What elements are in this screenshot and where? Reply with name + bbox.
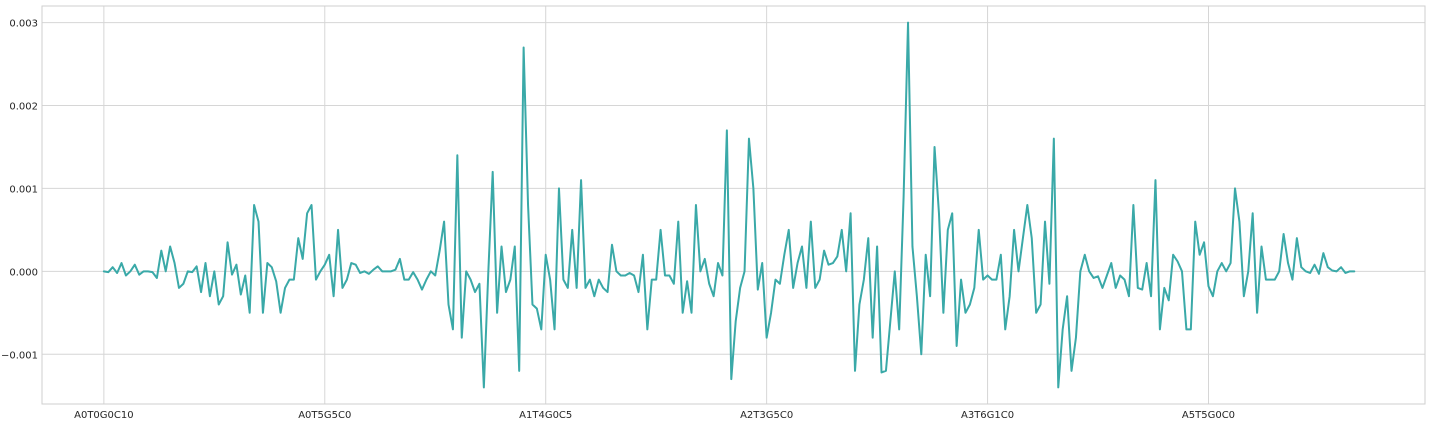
x-tick-label: A1T4G0C5 [519, 410, 572, 421]
grid [42, 6, 1425, 404]
x-axis-ticks: A0T0G0C10 A0T5G5C0 A1T4G0C5 A2T3G5C0 A3T6G1C… [74, 410, 1235, 421]
x-tick-label: A0T5G5C0 [298, 410, 351, 421]
y-tick-label: 0.001 [9, 184, 38, 195]
y-axis-ticks: −0.001 0.000 0.001 0.002 0.003 [1, 19, 38, 362]
y-tick-label: 0.002 [9, 102, 38, 113]
y-tick-label: −0.001 [1, 350, 38, 361]
y-tick-label: 0.003 [9, 19, 38, 30]
x-tick-label: A2T3G5C0 [740, 410, 793, 421]
plot-frame [41, 5, 1426, 405]
series-line [102, 21, 1356, 389]
x-tick-label: A3T6G1C0 [961, 410, 1014, 421]
x-tick-label: A0T0G0C10 [74, 410, 134, 421]
x-tick-label: A5T5G0C0 [1182, 410, 1235, 421]
y-tick-label: 0.000 [9, 267, 38, 278]
series-layer [102, 21, 1356, 389]
